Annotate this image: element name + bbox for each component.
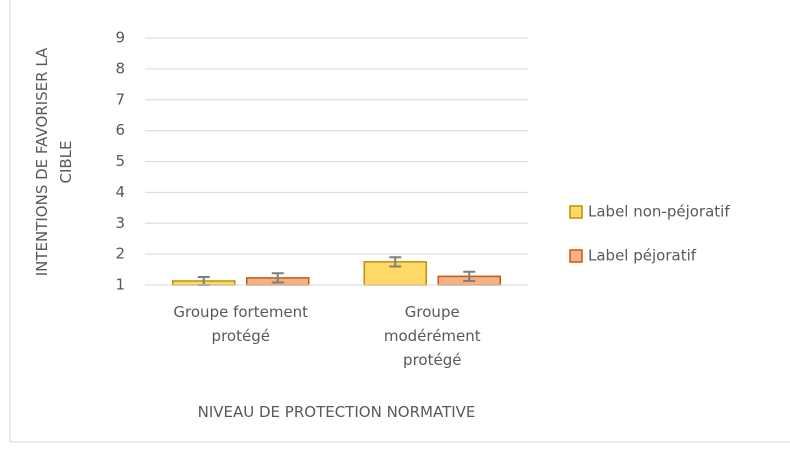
y-tick-label: 8 (115, 59, 125, 77)
y-tick-label: 2 (115, 245, 125, 263)
legend-label: Label péjoratif (588, 247, 697, 265)
y-tick-label: 6 (115, 121, 125, 139)
y-axis-label: INTENTIONS DE FAVORISER LA CIBLE (33, 47, 75, 277)
y-tick-label: 3 (115, 214, 125, 232)
legend-swatch (569, 205, 583, 219)
y-tick-label: 1 (115, 276, 125, 294)
x-tick-label: Groupe modérément protégé (383, 303, 481, 369)
chart-border (9, 0, 790, 443)
error-bar (271, 272, 284, 284)
y-tick-label: 7 (115, 90, 125, 108)
x-axis-label: NIVEAU DE PROTECTION NORMATIVE (197, 403, 476, 421)
error-bar (389, 256, 402, 268)
y-tick-label: 5 (115, 152, 125, 170)
legend-swatch (569, 249, 583, 263)
x-tick-label: Groupe fortement protégé (173, 303, 309, 345)
error-bar (463, 270, 476, 282)
y-tick-label: 4 (115, 183, 125, 201)
y-tick-label: 9 (115, 29, 125, 47)
legend-label: Label non-péjoratif (588, 203, 730, 221)
